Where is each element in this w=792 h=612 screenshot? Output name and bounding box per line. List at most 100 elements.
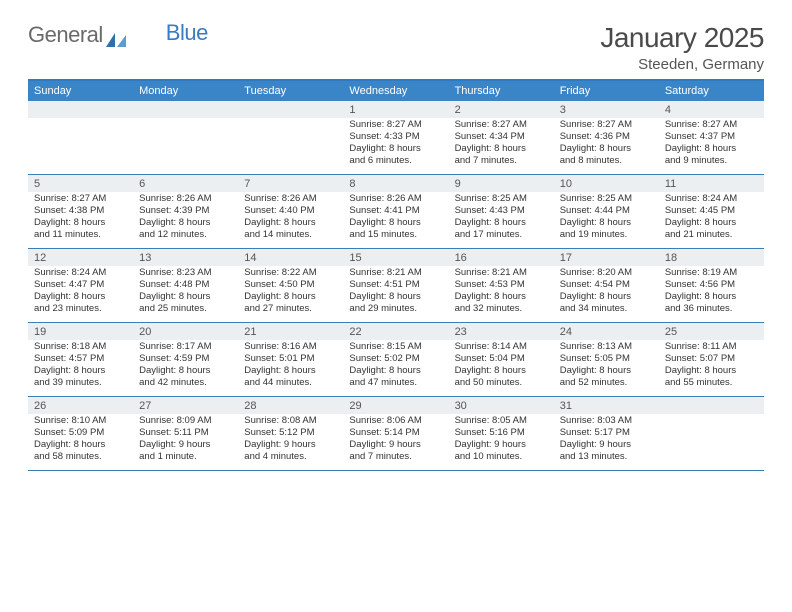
day-content: Sunrise: 8:26 AMSunset: 4:39 PMDaylight:… <box>133 192 238 248</box>
day-number: 31 <box>554 397 659 414</box>
day-line: Sunrise: 8:27 AM <box>349 119 442 131</box>
week-row: 1Sunrise: 8:27 AMSunset: 4:33 PMDaylight… <box>28 101 764 175</box>
day-cell: 26Sunrise: 8:10 AMSunset: 5:09 PMDayligh… <box>28 397 133 470</box>
day-number: 5 <box>28 175 133 192</box>
day-line: and 29 minutes. <box>349 303 442 315</box>
day-content: Sunrise: 8:15 AMSunset: 5:02 PMDaylight:… <box>343 340 448 396</box>
day-line: and 36 minutes. <box>665 303 758 315</box>
day-cell: 5Sunrise: 8:27 AMSunset: 4:38 PMDaylight… <box>28 175 133 248</box>
day-line: Daylight: 8 hours <box>244 365 337 377</box>
day-line: Sunset: 5:11 PM <box>139 427 232 439</box>
day-content: Sunrise: 8:16 AMSunset: 5:01 PMDaylight:… <box>238 340 343 396</box>
day-content: Sunrise: 8:26 AMSunset: 4:40 PMDaylight:… <box>238 192 343 248</box>
day-line: Sunset: 4:38 PM <box>34 205 127 217</box>
day-line: and 25 minutes. <box>139 303 232 315</box>
day-number: 10 <box>554 175 659 192</box>
day-cell: 6Sunrise: 8:26 AMSunset: 4:39 PMDaylight… <box>133 175 238 248</box>
day-content: Sunrise: 8:27 AMSunset: 4:34 PMDaylight:… <box>449 118 554 174</box>
day-line: Sunrise: 8:26 AM <box>244 193 337 205</box>
day-line: Sunrise: 8:18 AM <box>34 341 127 353</box>
calendar-grid: Sunday Monday Tuesday Wednesday Thursday… <box>28 79 764 471</box>
day-number: 29 <box>343 397 448 414</box>
day-line: Sunrise: 8:22 AM <box>244 267 337 279</box>
day-line: Sunrise: 8:24 AM <box>665 193 758 205</box>
day-content <box>28 118 133 174</box>
day-number: 15 <box>343 249 448 266</box>
day-line: Sunset: 4:34 PM <box>455 131 548 143</box>
day-line: Daylight: 8 hours <box>139 291 232 303</box>
day-content: Sunrise: 8:22 AMSunset: 4:50 PMDaylight:… <box>238 266 343 322</box>
day-line: Daylight: 8 hours <box>665 291 758 303</box>
day-line: and 15 minutes. <box>349 229 442 241</box>
day-cell <box>28 101 133 174</box>
sail-icon <box>106 29 126 45</box>
day-line: and 47 minutes. <box>349 377 442 389</box>
weeks-container: 1Sunrise: 8:27 AMSunset: 4:33 PMDaylight… <box>28 101 764 471</box>
day-line: Sunset: 5:12 PM <box>244 427 337 439</box>
day-content: Sunrise: 8:21 AMSunset: 4:53 PMDaylight:… <box>449 266 554 322</box>
week-row: 26Sunrise: 8:10 AMSunset: 5:09 PMDayligh… <box>28 397 764 471</box>
day-cell: 30Sunrise: 8:05 AMSunset: 5:16 PMDayligh… <box>449 397 554 470</box>
day-line: and 13 minutes. <box>560 451 653 463</box>
day-content: Sunrise: 8:11 AMSunset: 5:07 PMDaylight:… <box>659 340 764 396</box>
brand-general: General <box>28 22 103 48</box>
day-number: 4 <box>659 101 764 118</box>
day-line: and 9 minutes. <box>665 155 758 167</box>
day-line: Daylight: 8 hours <box>560 365 653 377</box>
day-line: Daylight: 8 hours <box>34 217 127 229</box>
day-line: and 11 minutes. <box>34 229 127 241</box>
day-number: 19 <box>28 323 133 340</box>
day-line: Daylight: 9 hours <box>349 439 442 451</box>
day-line: Daylight: 8 hours <box>665 217 758 229</box>
day-line: Sunset: 4:41 PM <box>349 205 442 217</box>
day-cell: 10Sunrise: 8:25 AMSunset: 4:44 PMDayligh… <box>554 175 659 248</box>
day-number: 24 <box>554 323 659 340</box>
day-line: and 58 minutes. <box>34 451 127 463</box>
day-line: Sunrise: 8:11 AM <box>665 341 758 353</box>
location-label: Steeden, Germany <box>600 56 764 73</box>
day-number <box>659 397 764 414</box>
day-line: Sunset: 5:01 PM <box>244 353 337 365</box>
day-line: Sunrise: 8:08 AM <box>244 415 337 427</box>
day-number: 16 <box>449 249 554 266</box>
day-content: Sunrise: 8:17 AMSunset: 4:59 PMDaylight:… <box>133 340 238 396</box>
day-line: and 6 minutes. <box>349 155 442 167</box>
day-line: and 23 minutes. <box>34 303 127 315</box>
day-cell: 29Sunrise: 8:06 AMSunset: 5:14 PMDayligh… <box>343 397 448 470</box>
week-row: 19Sunrise: 8:18 AMSunset: 4:57 PMDayligh… <box>28 323 764 397</box>
day-line: Sunset: 4:33 PM <box>349 131 442 143</box>
day-line: Sunrise: 8:27 AM <box>665 119 758 131</box>
day-number: 7 <box>238 175 343 192</box>
day-content: Sunrise: 8:26 AMSunset: 4:41 PMDaylight:… <box>343 192 448 248</box>
day-content: Sunrise: 8:19 AMSunset: 4:56 PMDaylight:… <box>659 266 764 322</box>
brand-blue: Blue <box>166 20 208 46</box>
day-cell: 9Sunrise: 8:25 AMSunset: 4:43 PMDaylight… <box>449 175 554 248</box>
day-number: 1 <box>343 101 448 118</box>
day-line: Sunrise: 8:27 AM <box>560 119 653 131</box>
day-line: and 32 minutes. <box>455 303 548 315</box>
day-cell: 24Sunrise: 8:13 AMSunset: 5:05 PMDayligh… <box>554 323 659 396</box>
day-line: Daylight: 8 hours <box>34 365 127 377</box>
day-content <box>133 118 238 174</box>
day-content: Sunrise: 8:27 AMSunset: 4:38 PMDaylight:… <box>28 192 133 248</box>
day-cell: 16Sunrise: 8:21 AMSunset: 4:53 PMDayligh… <box>449 249 554 322</box>
day-content: Sunrise: 8:21 AMSunset: 4:51 PMDaylight:… <box>343 266 448 322</box>
day-line: Sunset: 5:14 PM <box>349 427 442 439</box>
weekday-sunday: Sunday <box>28 81 133 101</box>
day-number: 9 <box>449 175 554 192</box>
day-line: Sunrise: 8:03 AM <box>560 415 653 427</box>
day-line: Daylight: 8 hours <box>455 365 548 377</box>
day-line: and 4 minutes. <box>244 451 337 463</box>
calendar-page: General Blue January 2025 Steeden, Germa… <box>0 0 792 489</box>
day-line: Sunrise: 8:21 AM <box>349 267 442 279</box>
day-cell: 11Sunrise: 8:24 AMSunset: 4:45 PMDayligh… <box>659 175 764 248</box>
day-line: Sunset: 4:53 PM <box>455 279 548 291</box>
day-content: Sunrise: 8:25 AMSunset: 4:43 PMDaylight:… <box>449 192 554 248</box>
day-cell: 2Sunrise: 8:27 AMSunset: 4:34 PMDaylight… <box>449 101 554 174</box>
day-line: Sunrise: 8:15 AM <box>349 341 442 353</box>
day-cell: 15Sunrise: 8:21 AMSunset: 4:51 PMDayligh… <box>343 249 448 322</box>
day-content: Sunrise: 8:09 AMSunset: 5:11 PMDaylight:… <box>133 414 238 470</box>
day-number: 18 <box>659 249 764 266</box>
day-content: Sunrise: 8:03 AMSunset: 5:17 PMDaylight:… <box>554 414 659 470</box>
weekday-header-row: Sunday Monday Tuesday Wednesday Thursday… <box>28 81 764 101</box>
